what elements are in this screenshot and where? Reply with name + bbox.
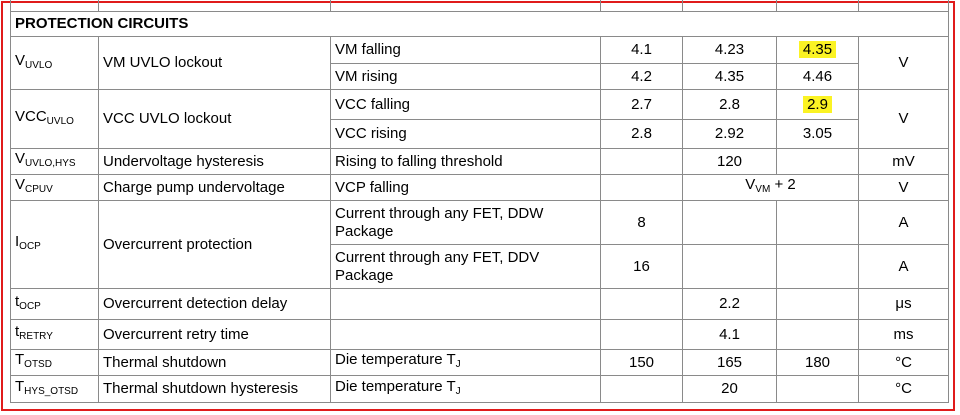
condition-cell: VM falling [330,36,601,64]
min-cell [600,148,683,175]
table-row: VM rising 4.2 4.35 4.46 [11,63,949,90]
min-cell: 4.1 [600,36,683,64]
condition-cell: Die temperature TJ [330,375,601,403]
condition-cell: VCC falling [330,89,601,120]
typ-cell: 4.1 [682,319,777,350]
highlighted-value: 2.9 [803,95,832,113]
condition-cell: VCP falling [330,174,601,201]
unit-cell: A [858,244,949,289]
min-cell [600,375,683,403]
symbol-cell: TOTSD [10,349,99,376]
unit-cell: V [858,174,949,201]
table-row: VCPUV Charge pump undervoltage VCP falli… [10,174,949,201]
min-cell [600,319,683,350]
condition-cell: Current through any FET, DDV Package [330,244,601,289]
typ-cell: 4.35 [682,63,777,90]
symbol-cell: tRETRY [10,319,99,350]
unit-cell: °C [858,375,949,403]
unit-cell: ms [858,319,949,350]
condition-cell [330,288,601,320]
min-cell: 4.2 [600,63,683,90]
table-row: VUVLO,HYS Undervoltage hysteresis Rising… [10,148,949,175]
symbol-cell: THYS_OTSD [10,375,99,403]
typ-cell: 20 [682,375,777,403]
max-cell [776,375,859,403]
max-cell [776,244,859,289]
condition-cell: VM rising [330,63,601,90]
parameter-cell: VCC UVLO lockout [98,89,331,149]
condition-cell: VCC rising [330,119,601,149]
typ-cell: 120 [682,148,777,175]
min-cell: 150 [600,349,683,376]
table-row: tOCP Overcurrent detection delay 2.2 μs [10,288,949,320]
typ-cell [682,244,777,289]
table-row: VUVLO VM UVLO lockout VM falling 4.1 4.2… [10,36,949,90]
unit-cell: V [858,36,949,90]
symbol-cell: IOCP [10,200,99,289]
symbol-cell: VCPUV [10,174,99,201]
parameter-cell: Thermal shutdown [98,349,331,376]
table-row: VCCUVLO VCC UVLO lockout VCC falling 2.7… [10,89,949,149]
condition-cell [330,319,601,350]
parameter-cell: Overcurrent retry time [98,319,331,350]
table-row-top-stub [10,0,949,12]
parameter-cell: Thermal shutdown hysteresis [98,375,331,403]
typ-cell: 4.23 [682,36,777,64]
unit-cell: V [858,89,949,149]
typ-cell [682,200,777,245]
min-cell [600,174,683,201]
max-cell: 3.05 [776,119,859,149]
max-cell: 2.9 [776,89,859,120]
symbol-cell: VUVLO [10,36,99,90]
min-cell: 2.7 [600,89,683,120]
parameter-cell: Overcurrent detection delay [98,288,331,320]
table-row: Current through any FET, DDV Package 16 … [11,244,949,289]
condition-cell: Die temperature TJ [330,349,601,376]
parameter-cell: VM UVLO lockout [98,36,331,90]
table-row: THYS_OTSD Thermal shutdown hysteresis Di… [10,375,949,403]
symbol-cell: VUVLO,HYS [10,148,99,175]
highlighted-value: 4.35 [798,41,837,58]
parameter-cell: Charge pump undervoltage [98,174,331,201]
condition-cell: Rising to falling threshold [330,148,601,175]
section-header-row: PROTECTION CIRCUITS [10,11,949,37]
symbol-cell: tOCP [10,288,99,320]
max-cell [776,288,859,320]
typ-cell: 2.8 [682,89,777,120]
parameter-cell: Undervoltage hysteresis [98,148,331,175]
min-cell: 8 [600,200,683,245]
max-cell: 4.35 [776,36,859,64]
max-cell [776,148,859,175]
typ-cell: 2.2 [682,288,777,320]
section-title: PROTECTION CIRCUITS [10,11,949,37]
unit-cell: μs [858,288,949,320]
condition-cell: Current through any FET, DDW Package [330,200,601,245]
symbol-cell: VCCUVLO [10,89,99,149]
typ-cell: 2.92 [682,119,777,149]
typ-cell: VVM + 2 [682,174,859,201]
unit-cell: A [858,200,949,245]
min-cell: 16 [600,244,683,289]
max-cell: 4.46 [776,63,859,90]
table-row: TOTSD Thermal shutdown Die temperature T… [10,349,949,376]
parameter-cell: Overcurrent protection [98,200,331,289]
typ-cell: 165 [682,349,777,376]
unit-cell: °C [858,349,949,376]
protection-circuits-table: PROTECTION CIRCUITS VUVLO VM UVLO lockou… [10,0,949,403]
table-row: tRETRY Overcurrent retry time 4.1 ms [10,319,949,350]
table-row: IOCP Overcurrent protection Current thro… [10,200,949,289]
max-cell [776,200,859,245]
min-cell [600,288,683,320]
max-cell: 180 [776,349,859,376]
max-cell [776,319,859,350]
min-cell: 2.8 [600,119,683,149]
unit-cell: mV [858,148,949,175]
